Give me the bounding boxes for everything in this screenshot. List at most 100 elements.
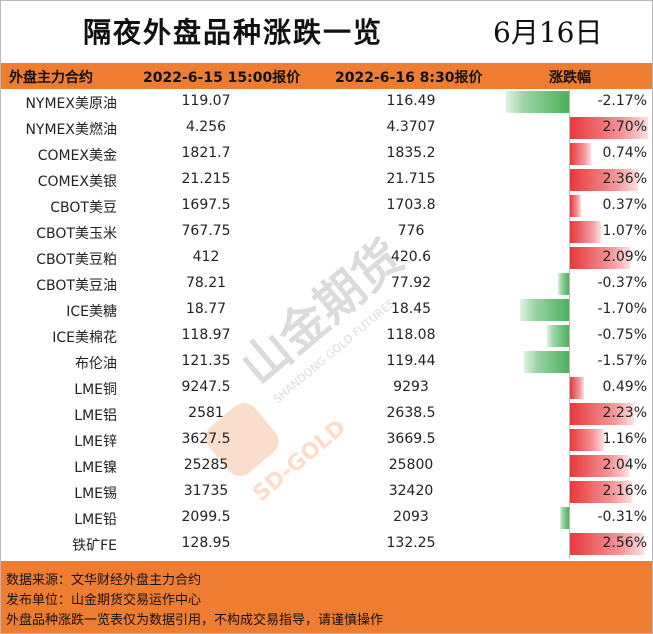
price-before: 121.35	[181, 353, 231, 369]
contract-name: COMEX美金	[37, 148, 117, 164]
table-row: LME铝 2581 2638.5 2.23%	[1, 401, 652, 427]
price-after: 132.25	[386, 535, 436, 551]
contract-name: LME锌	[74, 434, 117, 450]
contract-name: CBOT美豆粕	[36, 252, 117, 268]
table-row: LME铜 9247.5 9293 0.49%	[1, 375, 652, 401]
price-after: 118.08	[386, 327, 436, 343]
price-after: 2638.5	[386, 405, 436, 421]
title-bar: 隔夜外盘品种涨跌一览 6月16日	[1, 1, 652, 63]
table-row: NYMEX美原油 119.07 116.49 -2.17%	[1, 89, 652, 115]
contract-name: CBOT美豆	[50, 200, 117, 216]
price-after: 116.49	[386, 93, 436, 109]
price-before: 412	[192, 249, 220, 265]
change-percent: 0.49%	[602, 379, 647, 395]
price-after: 2093	[393, 509, 429, 525]
change-percent: -1.70%	[597, 301, 647, 317]
change-percent: 1.16%	[602, 431, 647, 447]
price-before: 767.75	[181, 223, 231, 239]
contract-name: LME铜	[74, 382, 117, 398]
change-bar-up	[570, 247, 631, 269]
price-after: 25800	[388, 457, 434, 473]
price-after: 18.45	[390, 301, 432, 317]
change-bar-up	[570, 377, 585, 399]
change-percent: -0.37%	[597, 275, 647, 291]
change-percent: 0.74%	[602, 145, 647, 161]
change-bar-up	[570, 429, 604, 451]
header-change: 涨跌幅	[549, 70, 591, 86]
price-after: 3669.5	[386, 431, 436, 447]
contract-name: ICE美糖	[66, 304, 117, 320]
price-before: 31735	[183, 483, 229, 499]
change-percent: -1.57%	[597, 353, 647, 369]
table-row: CBOT美豆油 78.21 77.92 -0.37%	[1, 271, 652, 297]
price-before: 128.95	[181, 535, 231, 551]
footer: 数据来源：文华财经外盘主力合约 发布单位：山金期货交易运作中心 外盘品种涨跌一览…	[1, 561, 652, 633]
table-row: LME镍 25285 25800 2.04%	[1, 453, 652, 479]
change-bar-up	[570, 455, 629, 477]
table-row: ICE美棉花 118.97 118.08 -0.75%	[1, 323, 652, 349]
price-after: 4.3707	[386, 119, 436, 135]
change-bar-down	[547, 325, 569, 347]
price-before: 2581	[188, 405, 224, 421]
change-percent: -0.75%	[597, 327, 647, 343]
change-percent: 2.09%	[602, 249, 647, 265]
price-before: 2099.5	[181, 509, 231, 525]
price-before: 4.256	[185, 119, 227, 135]
price-after: 1703.8	[386, 197, 436, 213]
price-after: 119.44	[386, 353, 436, 369]
price-before: 1821.7	[181, 145, 231, 161]
price-before: 9247.5	[181, 379, 231, 395]
change-percent: -2.17%	[597, 93, 647, 109]
change-percent: 2.23%	[602, 405, 647, 421]
table-row: COMEX美银 21.215 21.715 2.36%	[1, 167, 652, 193]
table-row: LME锌 3627.5 3669.5 1.16%	[1, 427, 652, 453]
change-bar-down	[523, 351, 569, 373]
contract-name: 铁矿FE	[72, 538, 117, 554]
footer-source: 数据来源：文华财经外盘主力合约	[6, 573, 202, 588]
price-before: 3627.5	[181, 431, 231, 447]
change-bar-up	[570, 481, 633, 503]
table-row: 布伦油 121.35 119.44 -1.57%	[1, 349, 652, 375]
price-before: 78.21	[185, 275, 227, 291]
price-after: 77.92	[390, 275, 432, 291]
change-bar-down	[560, 507, 569, 529]
report-date: 6月16日	[493, 16, 603, 49]
contract-name: CBOT美玉米	[36, 226, 117, 242]
contract-name: 布伦油	[75, 356, 117, 372]
price-before: 118.97	[181, 327, 231, 343]
contract-name: LME锡	[74, 486, 117, 502]
header-price2: 2022-6-16 8:30报价	[335, 70, 483, 86]
price-after: 1835.2	[386, 145, 436, 161]
change-bar-up	[570, 195, 581, 217]
price-after: 420.6	[390, 249, 432, 265]
change-bar-up	[570, 533, 644, 555]
change-axis-line	[569, 89, 570, 559]
contract-name: NYMEX美燃油	[25, 122, 117, 138]
page-title: 隔夜外盘品种涨跌一览	[83, 16, 384, 49]
price-before: 18.77	[185, 301, 227, 317]
change-bar-down	[506, 91, 569, 113]
price-before: 25285	[183, 457, 229, 473]
change-percent: 2.36%	[602, 171, 647, 187]
table-row: CBOT美豆粕 412 420.6 2.09%	[1, 245, 652, 271]
table-row: COMEX美金 1821.7 1835.2 0.74%	[1, 141, 652, 167]
footer-publisher: 发布单位：山金期货交易运作中心	[6, 593, 202, 608]
change-bar-up	[570, 169, 639, 191]
change-percent: 0.37%	[602, 197, 647, 213]
price-after: 32420	[388, 483, 434, 499]
change-bar-up	[570, 403, 635, 425]
change-bar-down	[558, 273, 569, 295]
price-before: 1697.5	[181, 197, 231, 213]
change-percent: 2.70%	[602, 119, 647, 135]
change-percent: 2.56%	[602, 535, 647, 551]
table-body: NYMEX美原油 119.07 116.49 -2.17% NYMEX美燃油 4.256 4…	[1, 89, 652, 557]
contract-name: LME镍	[74, 460, 117, 476]
contract-name: ICE美棉花	[52, 330, 117, 346]
table-row: CBOT美玉米 767.75 776 1.07%	[1, 219, 652, 245]
price-after: 776	[397, 223, 425, 239]
price-after: 9293	[393, 379, 429, 395]
table-row: NYMEX美燃油 4.256 4.3707 2.70%	[1, 115, 652, 141]
price-after: 21.715	[386, 171, 436, 187]
footer-disclaimer: 外盘品种涨跌一览表仅为数据引用，不构成交易指导，请谨慎操作	[6, 613, 384, 628]
table-row: LME锡 31735 32420 2.16%	[1, 479, 652, 505]
